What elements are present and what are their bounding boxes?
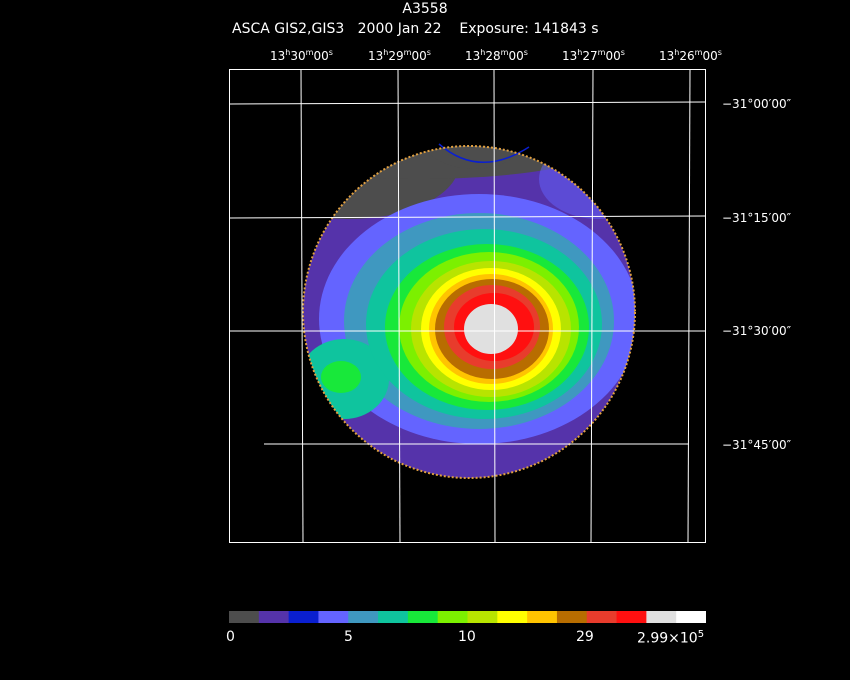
colorbar-label: 10 <box>458 629 476 645</box>
colorbar-swatch <box>348 611 379 623</box>
observation-info: ASCA GIS2,GIS3 2000 Jan 22 Exposure: 141… <box>232 21 599 37</box>
colorbar-label: 2.99×105 <box>637 629 705 647</box>
colorbar-swatch <box>288 611 319 623</box>
colorbar-label: 5 <box>344 629 353 645</box>
colorbar-swatch <box>258 611 290 623</box>
colorbar-swatch <box>497 611 528 623</box>
field-of-view-edge <box>302 145 636 479</box>
colorbar-swatch <box>437 611 468 623</box>
colorbar-swatch <box>407 611 439 623</box>
colorbar-swatch <box>676 611 706 623</box>
ra-label: 13h26m00s <box>659 48 722 63</box>
colorbar-swatch <box>318 611 349 623</box>
instrument: ASCA GIS2,GIS3 <box>232 21 345 37</box>
colorbar-label: 29 <box>576 629 594 645</box>
ra-label: 13h29m00s <box>368 48 431 63</box>
colorbar-swatch <box>586 611 618 623</box>
dec-label: −31°30′00″ <box>722 324 792 338</box>
colorbar-swatch <box>378 611 409 623</box>
ra-label: 13h28m00s <box>465 48 528 63</box>
dec-label: −31°45′00″ <box>722 438 792 452</box>
colorbar <box>229 611 706 623</box>
coordinate-grid <box>229 69 706 543</box>
ra-label: 13h30m00s <box>270 48 333 63</box>
colorbar-label: 0 <box>226 629 235 645</box>
colorbar-swatch <box>527 611 558 623</box>
xray-image-frame <box>229 69 706 543</box>
colorbar-swatch <box>229 611 260 623</box>
exposure: Exposure: 141843 s <box>459 21 599 37</box>
colorbar-swatch <box>467 611 498 623</box>
ra-label: 13h27m00s <box>562 48 625 63</box>
colorbar-swatch <box>646 611 677 623</box>
xray-image <box>303 146 635 478</box>
dec-label: −31°00′00″ <box>722 97 792 111</box>
dec-label: −31°15′00″ <box>722 211 792 225</box>
image-title: A3558 <box>402 1 448 17</box>
colorbar-swatch <box>556 611 588 623</box>
obs-date: 2000 Jan 22 <box>357 21 442 37</box>
colorbar-swatch <box>616 611 647 623</box>
